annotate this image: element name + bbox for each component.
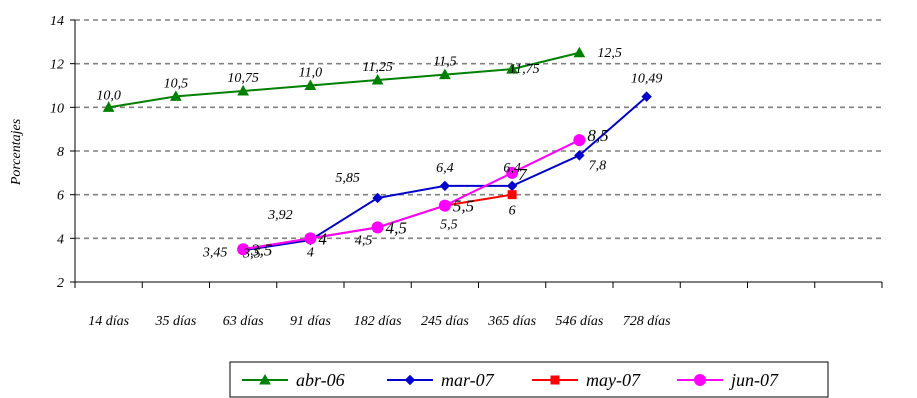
x-tick-label: 182 días xyxy=(354,314,402,329)
legend-box xyxy=(229,361,829,398)
marker-mar-07 xyxy=(439,180,451,192)
data-label-abr-06: 10,5 xyxy=(164,76,189,91)
marker-abr-06 xyxy=(506,63,518,74)
data-label-abr-06: 11,25 xyxy=(362,60,392,75)
marker-jun-07 xyxy=(506,166,519,179)
data-label-mar-07: 10,49 xyxy=(631,72,663,87)
y-tick-label: 4 xyxy=(57,232,64,247)
data-label-jun-07: 4,5 xyxy=(386,218,407,237)
series-line-abr-06 xyxy=(108,51,580,109)
marker-jun-07 xyxy=(573,134,586,147)
y-tick-label: 12 xyxy=(50,58,64,73)
x-tick-label: 245 días xyxy=(421,314,469,329)
marker-abr-06 xyxy=(573,46,586,58)
x-tick-label: 14 días xyxy=(88,314,129,329)
x-tick-labels: 14 días 35 días 63 días 91 días 182 días 245 … xyxy=(88,314,671,329)
legend-label-mar-07: mar-07 xyxy=(441,370,495,390)
y-tick-label: 14 xyxy=(50,14,64,29)
y-tick-label: 2 xyxy=(57,276,64,291)
marker-abr-06 xyxy=(371,74,384,85)
marker-jun-07 xyxy=(237,243,250,256)
series-line-jun-07 xyxy=(242,139,580,251)
data-label-mar-07: 6,4 xyxy=(503,161,521,176)
x-tick-label: 728 días xyxy=(623,314,671,329)
marker-jun-07 xyxy=(304,232,317,245)
data-label-jun-07: 7 xyxy=(518,165,528,184)
y-tick-label: 8 xyxy=(57,145,64,160)
data-label-abr-06: 10,0 xyxy=(96,88,121,103)
data-label-may-07: 3,5 xyxy=(242,246,261,261)
marker-abr-06 xyxy=(439,68,451,80)
data-labels: 10,0 10,5 10,75 11,0 11,25 11,5 11,75 12,5 3,45 3… xyxy=(96,46,662,262)
x-tick-label: 546 días xyxy=(555,314,603,329)
data-label-mar-07: 5,85 xyxy=(335,171,360,186)
y-tick-label: 6 xyxy=(57,189,64,204)
marker-abr-06 xyxy=(170,90,182,101)
data-label-mar-07: 3,45 xyxy=(202,245,228,260)
x-tick-label: 63 días xyxy=(223,314,264,329)
data-label-abr-06: 12,5 xyxy=(597,46,622,61)
legend-label-jun-07: jun-07 xyxy=(729,370,779,390)
marker-mar-07 xyxy=(372,192,383,204)
data-label-abr-06: 11,5 xyxy=(433,55,456,70)
y-axis-label: Porcentajes xyxy=(9,118,24,186)
series-markers xyxy=(102,46,652,256)
legend-marker-may-07 xyxy=(550,375,560,385)
data-label-may-07: 4 xyxy=(307,245,314,260)
marker-jun-07 xyxy=(371,221,384,234)
x-tick-label: 365 días xyxy=(487,314,536,329)
data-label-abr-06: 11,0 xyxy=(299,66,322,81)
data-label-may-07: 5,5 xyxy=(440,218,458,233)
legend-marker-jun-07 xyxy=(694,374,706,386)
marker-abr-06 xyxy=(102,101,115,112)
data-label-jun-07: 3,5 xyxy=(250,240,272,259)
data-label-mar-07: 6,4 xyxy=(436,161,454,176)
data-label-mar-07: 7,8 xyxy=(589,158,607,173)
grid-lines xyxy=(75,19,882,240)
data-label-jun-07: 8,5 xyxy=(587,126,608,145)
data-label-abr-06: 10,75 xyxy=(227,71,259,86)
marker-mar-07 xyxy=(574,150,585,161)
marker-jun-07 xyxy=(438,199,451,212)
data-label-may-07: 6 xyxy=(509,204,516,219)
legend-marker-abr-06 xyxy=(259,373,271,385)
y-tick-labels: 2 4 6 8 10 12 14 xyxy=(50,14,64,291)
x-tick-label: 35 días xyxy=(154,314,196,329)
axes xyxy=(70,19,883,288)
data-label-mar-07: 3,92 xyxy=(267,208,293,223)
marker-abr-06 xyxy=(304,79,317,90)
data-label-jun-07: 5,5 xyxy=(453,197,474,216)
marker-mar-07 xyxy=(506,180,518,192)
marker-abr-06 xyxy=(237,84,249,96)
x-tick-label: 91 días xyxy=(290,314,331,329)
data-label-jun-07: 4 xyxy=(318,229,327,248)
marker-may-07 xyxy=(507,190,517,200)
legend-label-may-07: may-07 xyxy=(586,370,641,390)
marker-mar-07 xyxy=(641,91,652,102)
legend-marker-mar-07 xyxy=(404,374,416,386)
legend-label-abr-06: abr-06 xyxy=(296,370,345,390)
y-tick-label: 10 xyxy=(50,101,64,116)
data-label-abr-06: 11,75 xyxy=(509,62,539,77)
data-label-may-07: 4,5 xyxy=(355,233,373,248)
legend: abr-06 mar-07 may-07 jun-07 xyxy=(229,361,829,398)
